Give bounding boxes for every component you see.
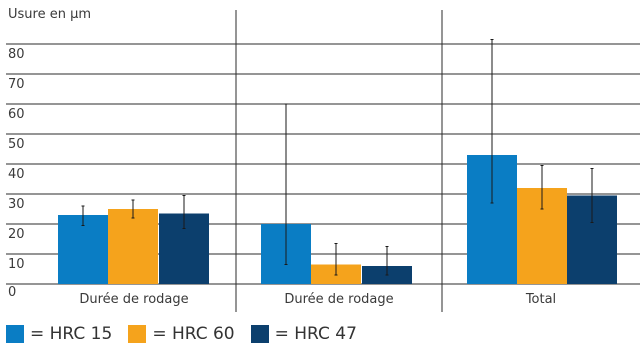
y-tick-label: 80	[8, 47, 25, 62]
legend-label: = HRC 47	[274, 324, 357, 344]
legend-label: = HRC 60	[152, 324, 235, 344]
y-tick-label: 10	[8, 257, 25, 272]
error-bars	[81, 39, 594, 276]
y-tick-label: 0	[8, 285, 16, 300]
legend-label: = HRC 15	[30, 324, 113, 344]
x-tick-label: Total	[525, 292, 556, 307]
y-axis-ticks: 0 10 20 30 40 50 60 70 80	[8, 47, 25, 300]
x-tick-label: Durée de rodage	[79, 292, 188, 307]
legend-item: = HRC 47	[250, 324, 357, 344]
legend-swatch	[250, 325, 269, 343]
group-dividers	[235, 10, 443, 312]
x-tick-label: Durée de rodage	[284, 292, 393, 307]
legend: = HRC 15 = HRC 60 = HRC 47	[6, 323, 373, 345]
bar	[108, 209, 158, 284]
y-axis-label: Usure en µm	[8, 7, 91, 22]
y-tick-label: 60	[8, 107, 25, 122]
bar	[58, 215, 108, 284]
y-tick-label: 30	[8, 197, 25, 212]
y-tick-label: 20	[8, 227, 25, 242]
legend-item: = HRC 15	[6, 324, 112, 344]
bars	[58, 155, 617, 284]
legend-swatch	[128, 325, 147, 343]
legend-item: = HRC 60	[128, 324, 235, 344]
y-tick-label: 50	[8, 137, 25, 152]
x-axis-labels: Durée de rodage Durée de rodage Total	[79, 292, 556, 307]
y-tick-label: 70	[8, 77, 25, 92]
y-tick-label: 40	[8, 167, 25, 182]
legend-swatch	[6, 325, 24, 343]
